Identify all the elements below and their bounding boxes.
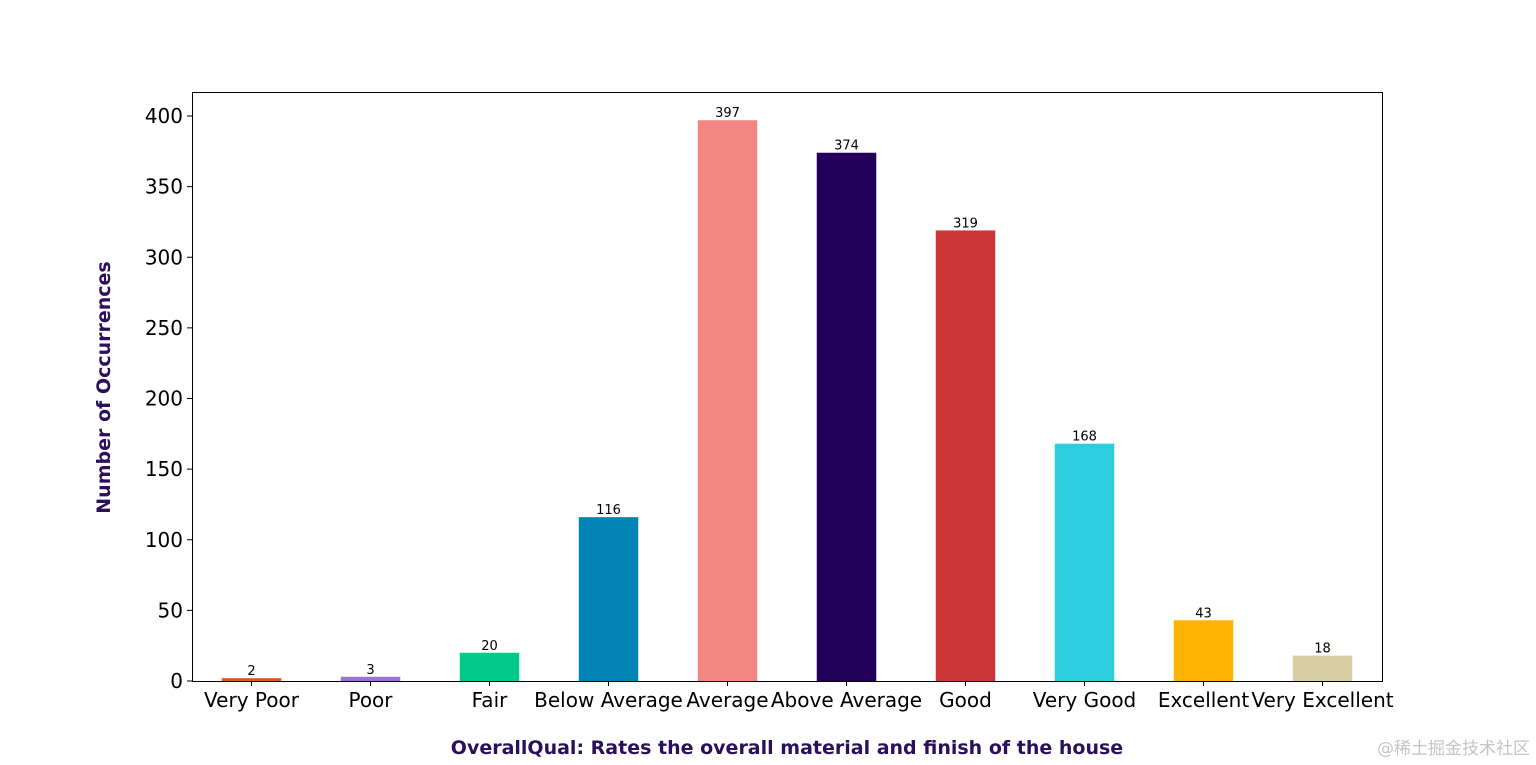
y-tick-label: 0 bbox=[170, 669, 183, 693]
bars-group bbox=[221, 120, 1353, 682]
bar-below-average bbox=[578, 517, 639, 681]
x-tick-label: Fair bbox=[472, 688, 508, 712]
y-axis-ticks: 0 50 100 150 200 250 300 350 400 bbox=[145, 104, 192, 693]
data-label: 3 bbox=[366, 663, 374, 678]
bar-fair bbox=[459, 652, 520, 681]
watermark-text: @稀土掘金技术社区 bbox=[1377, 739, 1530, 759]
y-tick-label: 250 bbox=[145, 316, 183, 340]
data-label: 18 bbox=[1314, 642, 1331, 657]
x-tick-label: Average bbox=[686, 688, 768, 712]
x-tick-label: Very Poor bbox=[204, 688, 300, 712]
bar-very-excellent bbox=[1292, 655, 1353, 681]
x-tick-label: Excellent bbox=[1158, 688, 1250, 712]
x-tick-label: Very Excellent bbox=[1251, 688, 1393, 712]
y-tick-label: 50 bbox=[158, 598, 183, 622]
data-label: 116 bbox=[596, 503, 621, 518]
x-tick-label: Very Good bbox=[1033, 688, 1137, 712]
y-tick-label: 150 bbox=[145, 457, 183, 481]
y-tick-label: 100 bbox=[145, 528, 183, 552]
y-tick-label: 200 bbox=[145, 387, 183, 411]
data-label: 43 bbox=[1195, 606, 1212, 621]
x-tick-label: Poor bbox=[348, 688, 393, 712]
bar-excellent bbox=[1173, 620, 1234, 681]
y-tick-label: 300 bbox=[145, 245, 183, 269]
data-label: 20 bbox=[481, 639, 498, 654]
x-tick-label: Good bbox=[939, 688, 992, 712]
data-labels-group: 2 3 20 116 397 374 319 168 43 18 bbox=[247, 106, 1330, 679]
plot-frame bbox=[192, 92, 1383, 682]
y-axis-title: Number of Occurrences bbox=[93, 261, 115, 513]
bar-very-poor bbox=[221, 678, 282, 681]
x-axis-ticks: Very Poor Poor Fair Below Average Average Abo… bbox=[204, 681, 1394, 712]
x-tick-label: Below Average bbox=[534, 688, 683, 712]
bar-good bbox=[935, 230, 996, 681]
bar-poor bbox=[340, 676, 401, 681]
bar-very-good bbox=[1054, 443, 1115, 681]
y-tick-label: 350 bbox=[145, 175, 183, 199]
x-tick-label: Above Average bbox=[771, 688, 922, 712]
data-label: 319 bbox=[953, 216, 978, 231]
data-label: 168 bbox=[1072, 430, 1097, 445]
data-label: 2 bbox=[247, 664, 255, 679]
x-axis-title: OverallQual: Rates the overall material … bbox=[451, 737, 1123, 759]
data-label: 397 bbox=[715, 106, 740, 121]
y-tick-label: 400 bbox=[145, 104, 183, 128]
bar-above-average bbox=[816, 152, 877, 681]
bar-average bbox=[697, 120, 758, 682]
data-label: 374 bbox=[834, 139, 859, 154]
